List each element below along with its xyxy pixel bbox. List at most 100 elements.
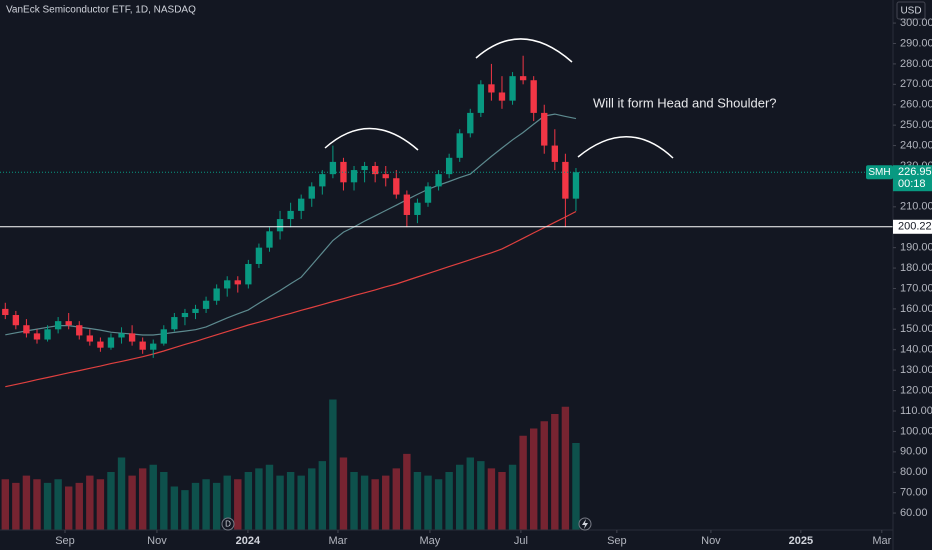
candle-body [519, 76, 527, 81]
currency: USD [900, 6, 921, 17]
volume-bar [128, 475, 136, 530]
candle-body [393, 178, 400, 195]
candle-body [234, 280, 241, 285]
volume-bar [297, 475, 305, 530]
candle-body [319, 174, 326, 187]
y-tick-label: 140.00 [900, 344, 932, 356]
head-arc [475, 38, 573, 63]
volume-bar [360, 475, 369, 530]
volume-bar [424, 475, 432, 530]
candle-body [541, 112, 548, 146]
candle-body [308, 186, 315, 199]
candle-body [403, 194, 411, 215]
volume-bar [572, 443, 580, 530]
y-tick-label: 180.00 [900, 262, 932, 274]
candle-body [498, 92, 506, 101]
last-price-label: 226.95 [898, 166, 932, 178]
volume-bar [54, 479, 62, 530]
candle-body [160, 329, 167, 344]
y-tick-label: 270.00 [900, 78, 932, 90]
countdown-label: 00:18 [898, 178, 926, 190]
candle-body [86, 335, 93, 342]
volume-bar [561, 406, 570, 530]
dividend-icon-glyph: D [225, 520, 231, 529]
dividend-icon[interactable] [221, 517, 235, 531]
annotation: Will it form Head and Shoulder? [593, 95, 777, 110]
candle-body [118, 333, 125, 338]
volume-bar [22, 475, 31, 530]
volume-bar [160, 472, 168, 530]
y-tick-label: 260.00 [900, 99, 932, 111]
x-tick-label: Nov [701, 535, 721, 547]
x-tick-label: Sep [55, 535, 75, 547]
volume-bar [508, 464, 517, 530]
volume-bar [64, 486, 73, 530]
candle-body [54, 321, 62, 330]
volume-bar [181, 490, 189, 530]
y-tick-label: 150.00 [900, 323, 932, 335]
candle-body [371, 165, 379, 175]
y-tick-label: 290.00 [900, 37, 932, 49]
candle-body [65, 321, 72, 326]
candle-body [361, 165, 368, 171]
volume-bar [86, 475, 94, 530]
x-tick-label: Nov [147, 535, 167, 547]
candle-body [562, 161, 569, 199]
candle-body [202, 300, 210, 309]
candle-body [350, 170, 358, 183]
candle-body [435, 174, 442, 187]
volume-bar [350, 472, 358, 530]
volume-bar [403, 453, 411, 530]
candle-body [224, 280, 231, 289]
volume-bar [202, 479, 210, 530]
x-tick-label: Mar [872, 535, 891, 547]
candle-body [150, 343, 157, 350]
volume-bar [498, 472, 506, 530]
candle-body [414, 202, 421, 215]
moving-average [5, 113, 577, 336]
shoulder-arc [577, 136, 674, 159]
candle-body [192, 308, 199, 313]
x-tick-label: 2025 [789, 535, 813, 547]
shoulder-arc [324, 127, 419, 151]
volume-bar [75, 482, 83, 530]
volume-bar [244, 472, 253, 530]
volume-bar [234, 479, 242, 530]
volume-bar [392, 468, 401, 530]
y-tick-label: 170.00 [900, 282, 932, 294]
volume-bar [466, 457, 474, 530]
volume-bar [276, 475, 284, 530]
y-tick-label: 190.00 [900, 242, 932, 254]
y-tick-label: 210.00 [900, 201, 932, 213]
hline-label-box [893, 219, 932, 234]
y-tick-label: 70.00 [900, 487, 928, 499]
candle-body [276, 219, 284, 232]
volume-bar [138, 468, 147, 530]
volume-bar [212, 482, 221, 530]
last-price-box [893, 165, 932, 192]
volume-bar [43, 482, 52, 530]
volume-bar [170, 486, 179, 530]
volume-bar [371, 479, 379, 530]
y-tick-label: 60.00 [900, 507, 928, 519]
candle-body [477, 84, 485, 113]
candle-body [12, 315, 20, 326]
x-tick-label: May [420, 535, 441, 547]
volume-bar [191, 482, 200, 530]
candle-body [467, 112, 474, 134]
volume-bar [107, 472, 115, 530]
y-tick-label: 110.00 [900, 405, 932, 417]
y-tick-label: 250.00 [900, 119, 932, 131]
volume-bar [286, 472, 295, 530]
candle-body [340, 161, 347, 183]
y-tick-label: 120.00 [900, 384, 932, 396]
volume-bar [551, 414, 559, 530]
candle-body [445, 157, 453, 175]
candle-body [213, 288, 220, 301]
volume-bar [456, 464, 464, 530]
y-tick-label: 100.00 [900, 425, 932, 437]
currency-box[interactable] [896, 1, 926, 20]
y-tick-label: 160.00 [900, 303, 932, 315]
candle-body [2, 308, 9, 316]
